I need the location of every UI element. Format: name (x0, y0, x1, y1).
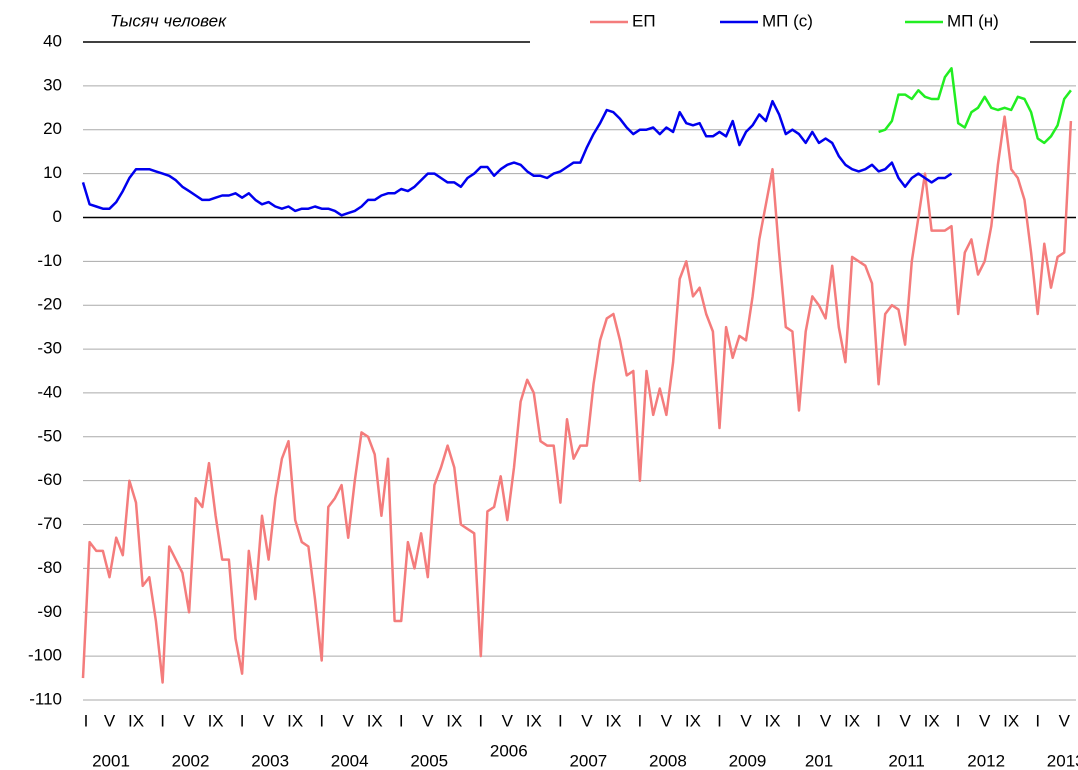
x-tick-label: I (638, 711, 643, 730)
y-tick-label: -50 (37, 426, 62, 445)
y-tick-label: 20 (43, 119, 62, 138)
x-tick-label: IX (924, 711, 940, 730)
year-label: 2004 (331, 751, 369, 770)
x-tick-label: V (899, 711, 911, 730)
y-tick-label: -40 (37, 382, 62, 401)
y-tick-label: -10 (37, 251, 62, 270)
x-tick-label: IX (526, 711, 542, 730)
x-tick-label: IX (128, 711, 144, 730)
x-tick-label: IX (287, 711, 303, 730)
x-tick-label: V (183, 711, 195, 730)
x-tick-label: V (343, 711, 355, 730)
x-tick-label: I (717, 711, 722, 730)
year-label: 2001 (92, 751, 130, 770)
x-tick-label: I (797, 711, 802, 730)
x-tick-label: IX (208, 711, 224, 730)
year-label: 2005 (410, 751, 448, 770)
y-tick-label: -110 (29, 689, 62, 708)
y-tick-label: -30 (37, 339, 62, 358)
x-tick-label: V (820, 711, 832, 730)
x-tick-label: IX (446, 711, 462, 730)
x-tick-label: IX (764, 711, 780, 730)
legend-label: МП (н) (947, 11, 999, 30)
y-tick-label: -60 (37, 470, 62, 489)
x-tick-label: I (478, 711, 483, 730)
x-tick-label: V (104, 711, 116, 730)
x-tick-label: I (399, 711, 404, 730)
x-tick-label: IX (367, 711, 383, 730)
y-tick-label: 30 (43, 75, 62, 94)
x-tick-label: I (240, 711, 245, 730)
y-tick-label: -100 (28, 646, 62, 665)
x-tick-label: IX (605, 711, 621, 730)
x-tick-label: IX (685, 711, 701, 730)
x-tick-label: I (1035, 711, 1040, 730)
x-tick-label: V (661, 711, 673, 730)
y-tick-label: -90 (37, 602, 62, 621)
x-tick-label: IX (1003, 711, 1019, 730)
year-label: 2002 (172, 751, 210, 770)
year-label: 2003 (251, 751, 289, 770)
series-line (81, 115, 1073, 684)
year-label: 2008 (649, 751, 687, 770)
y-tick-label: 10 (43, 163, 62, 182)
year-label: 2006 (490, 741, 528, 760)
x-tick-label: I (956, 711, 961, 730)
x-tick-label: I (84, 711, 89, 730)
year-label: 2007 (569, 751, 607, 770)
y-tick-label: 0 (53, 207, 62, 226)
y-tick-label: -20 (37, 295, 62, 314)
x-tick-label: I (319, 711, 324, 730)
x-tick-label: I (876, 711, 881, 730)
x-tick-label: V (422, 711, 434, 730)
x-tick-label: V (502, 711, 514, 730)
chart-title: Тысяч человек (110, 11, 227, 30)
y-tick-label: -80 (37, 558, 62, 577)
series-line (878, 67, 1072, 145)
year-label: 201 (805, 751, 833, 770)
x-tick-label: I (160, 711, 165, 730)
x-tick-label: I (558, 711, 563, 730)
y-tick-label: 40 (43, 31, 62, 50)
year-label: 2009 (729, 751, 767, 770)
x-tick-label: IX (844, 711, 860, 730)
series-line (81, 99, 953, 217)
x-tick-label: V (979, 711, 991, 730)
x-tick-label: V (581, 711, 593, 730)
year-label: 2011 (888, 751, 925, 770)
y-tick-label: -70 (37, 514, 62, 533)
year-label: 2012 (967, 751, 1005, 770)
x-tick-label: V (1059, 711, 1071, 730)
year-label: 2013 (1047, 751, 1078, 770)
legend-label: МП (с) (762, 11, 813, 30)
x-tick-label: V (263, 711, 275, 730)
x-tick-label: V (740, 711, 752, 730)
legend-label: ЕП (632, 11, 656, 30)
